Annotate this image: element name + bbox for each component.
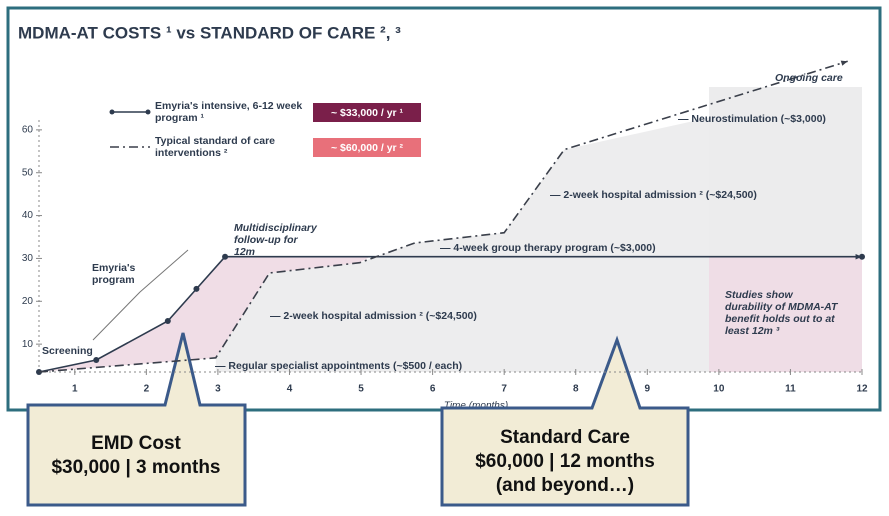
annotation: Studies show: [725, 289, 794, 301]
legend-label: program ¹: [155, 112, 205, 124]
series-line: [38, 255, 862, 373]
x-tick-label: 7: [501, 384, 507, 395]
annotation: — 2-week hospital admission ² (~$24,500): [270, 310, 477, 322]
annotation: follow-up for: [234, 234, 298, 246]
arrow-head: [855, 253, 862, 260]
y-tick-label: 20: [22, 296, 34, 307]
callout-box: [26, 332, 247, 507]
y-tick-label: 10: [22, 339, 34, 350]
annotation: benefit holds out to at: [725, 313, 835, 325]
shaded-area: [215, 87, 862, 372]
legend-badge-text: ~ $33,000 / yr ¹: [331, 107, 404, 119]
callout-text: $60,000 | 12 months: [475, 451, 655, 472]
y-tick-label: 60: [22, 124, 34, 135]
legend-symbol: [109, 109, 115, 115]
x-tick-label: 8: [573, 384, 579, 395]
x-tick-label: 4: [287, 384, 293, 395]
callout-box: [440, 335, 690, 507]
series-line: [38, 60, 848, 373]
data-point: [222, 253, 229, 260]
legend-badge-text: ~ $60,000 / yr ²: [331, 142, 404, 154]
annotation: least 12m ³: [725, 325, 780, 337]
annotation: Multidisciplinary: [234, 222, 318, 234]
annotation: — 4-week group therapy program (~$3,000): [440, 242, 656, 254]
annotation: Screening: [42, 345, 93, 357]
y-tick-label: 30: [22, 253, 34, 264]
chart-title: MDMA-AT COSTS ¹ vs STANDARD OF CARE ², ³: [18, 23, 401, 42]
x-tick-label: 5: [358, 384, 364, 395]
annotation: Ongoing care: [775, 72, 843, 84]
x-tick-label: 10: [713, 384, 725, 395]
legend-badge: [313, 103, 421, 122]
background-layer: [39, 87, 862, 372]
x-tick-label: 2: [144, 384, 150, 395]
annotation: — Regular specialist appointments (~$500…: [215, 360, 462, 372]
x-axis-label: Time (months): [444, 401, 508, 412]
legend-label: interventions ²: [155, 147, 228, 159]
annotation: — Neurostimulation (~$3,000): [678, 113, 826, 125]
annotation: Emyria's: [92, 262, 136, 274]
x-tick-label: 3: [215, 384, 221, 395]
shaded-area: [39, 256, 370, 372]
callout-text: $30,000 | 3 months: [51, 457, 220, 478]
data-point: [164, 318, 171, 324]
bracket: [92, 249, 189, 341]
x-tick-label: 9: [645, 384, 651, 395]
annotation: durability of MDMA-AT: [725, 301, 839, 313]
legend-badge: [313, 138, 421, 157]
data-point: [93, 357, 100, 363]
x-tick-label: 12: [856, 384, 868, 395]
annotation: 12m: [234, 246, 255, 258]
x-tick-label: 1: [72, 384, 78, 395]
callout-text: EMD Cost: [91, 433, 181, 454]
y-tick-label: 50: [22, 167, 34, 178]
y-tick-label: 40: [22, 210, 34, 221]
shaded-area: [709, 257, 862, 372]
data-point: [193, 285, 200, 292]
legend-label: Emyria's intensive, 6-12 week: [155, 100, 302, 112]
annotation: program: [92, 274, 135, 286]
callout-text: (and beyond…): [496, 475, 634, 496]
legend-label: Typical standard of care: [155, 135, 275, 147]
x-tick-label: 6: [430, 384, 436, 395]
callout-text: Standard Care: [500, 427, 630, 448]
legend-symbol: [145, 109, 151, 115]
arrow-head: [840, 60, 848, 66]
x-tick-label: 11: [785, 384, 796, 395]
annotation: — 2-week hospital admission ² (~$24,500): [550, 189, 757, 201]
